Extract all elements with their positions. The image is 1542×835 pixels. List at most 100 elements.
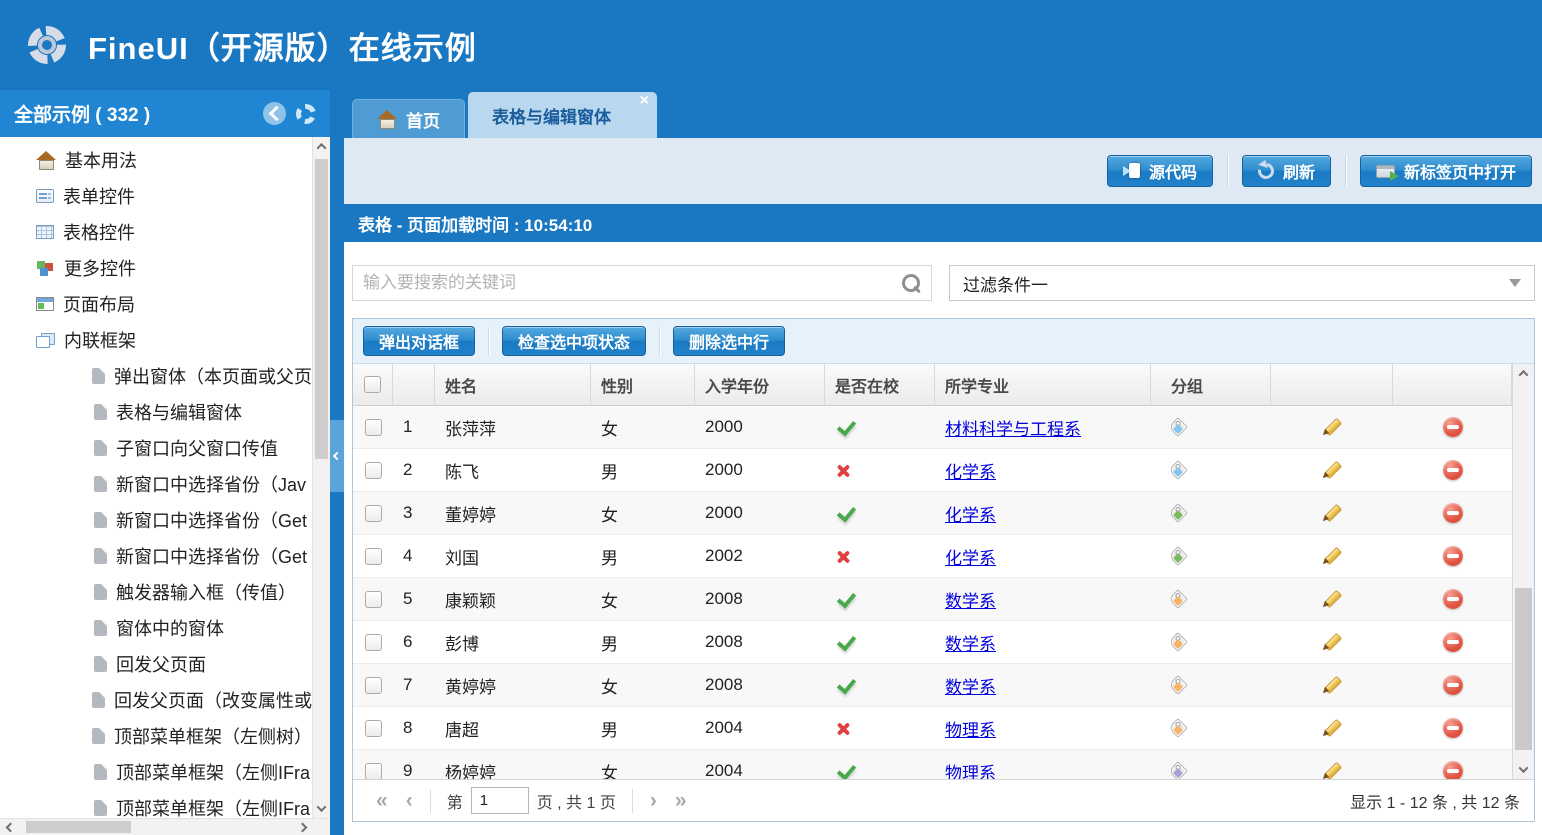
column-header[interactable] <box>353 364 393 405</box>
tree-item[interactable]: 新窗口中选择省份（Get <box>0 502 312 538</box>
column-header[interactable]: 分组 <box>1151 364 1271 405</box>
sidebar-splitter[interactable] <box>330 90 344 835</box>
major-link[interactable]: 材料科学与工程系 <box>945 419 1081 439</box>
scrollbar-thumb[interactable] <box>26 821 131 833</box>
tab[interactable]: 表格与编辑窗体 × <box>468 92 657 138</box>
major-link[interactable]: 化学系 <box>945 462 996 482</box>
edit-pencil-icon[interactable] <box>1321 631 1343 653</box>
next-page-button[interactable]: › <box>649 789 657 812</box>
tree-item[interactable]: 窗体中的窗体 <box>0 610 312 646</box>
tag-icon[interactable] <box>1168 718 1188 738</box>
tag-icon[interactable] <box>1168 589 1188 609</box>
edit-pencil-icon[interactable] <box>1321 545 1343 567</box>
tree-item[interactable]: 内联框架 <box>0 322 312 358</box>
tree-item[interactable]: 顶部菜单框架（左侧IFra <box>0 754 312 790</box>
major-link[interactable]: 数学系 <box>945 591 996 611</box>
delete-row-icon[interactable] <box>1442 761 1463 779</box>
sidebar-settings-gear-icon[interactable] <box>296 103 316 124</box>
tag-icon[interactable] <box>1168 675 1188 695</box>
column-header[interactable]: 是否在校 <box>825 364 935 405</box>
delete-row-icon[interactable] <box>1442 417 1463 437</box>
tree-item[interactable]: 顶部菜单框架（左侧树） <box>0 718 312 754</box>
delete-row-icon[interactable] <box>1442 460 1463 480</box>
tree-item[interactable]: 基本用法 <box>0 142 312 178</box>
row-checkbox[interactable] <box>364 590 382 608</box>
major-link[interactable]: 数学系 <box>945 677 996 697</box>
tree-item[interactable]: 更多控件 <box>0 250 312 286</box>
tag-icon[interactable] <box>1168 761 1188 779</box>
delete-row-icon[interactable] <box>1442 675 1463 695</box>
row-checkbox[interactable] <box>364 504 382 522</box>
tree-item[interactable]: 表格与编辑窗体 <box>0 394 312 430</box>
row-checkbox[interactable] <box>364 461 382 479</box>
delete-row-icon[interactable] <box>1442 632 1463 652</box>
tag-icon[interactable] <box>1168 460 1188 480</box>
edit-pencil-icon[interactable] <box>1321 717 1343 739</box>
tag-icon[interactable] <box>1168 503 1188 523</box>
edit-pencil-icon[interactable] <box>1321 459 1343 481</box>
tab[interactable]: 首页 <box>352 99 465 138</box>
search-input[interactable] <box>363 273 901 293</box>
tree-item[interactable]: 触发器输入框（传值） <box>0 574 312 610</box>
edit-pencil-icon[interactable] <box>1321 416 1343 438</box>
delete-row-icon[interactable] <box>1442 589 1463 609</box>
delete-row-icon[interactable] <box>1442 718 1463 738</box>
scroll-down-icon[interactable] <box>313 799 330 818</box>
scroll-up-icon[interactable] <box>313 137 330 156</box>
delete-row-icon[interactable] <box>1442 503 1463 523</box>
scroll-left-icon[interactable] <box>0 822 20 832</box>
column-header[interactable] <box>1393 364 1512 405</box>
tag-icon[interactable] <box>1168 546 1188 566</box>
tag-icon[interactable] <box>1168 632 1188 652</box>
search-icon[interactable] <box>901 273 921 293</box>
edit-pencil-icon[interactable] <box>1321 760 1343 779</box>
column-header[interactable]: 入学年份 <box>695 364 825 405</box>
major-link[interactable]: 化学系 <box>945 548 996 568</box>
column-header[interactable] <box>1271 364 1393 405</box>
scrollbar-thumb[interactable] <box>315 159 328 459</box>
major-link[interactable]: 物理系 <box>945 720 996 740</box>
tag-icon[interactable] <box>1168 417 1188 437</box>
tree-item[interactable]: 弹出窗体（本页面或父页 <box>0 358 312 394</box>
column-header[interactable] <box>393 364 435 405</box>
row-checkbox[interactable] <box>364 418 382 436</box>
row-checkbox[interactable] <box>364 762 382 779</box>
edit-pencil-icon[interactable] <box>1321 588 1343 610</box>
column-header[interactable]: 性别 <box>591 364 695 405</box>
select-all-checkbox[interactable] <box>364 376 381 393</box>
grid-vertical-scrollbar[interactable] <box>1512 364 1534 779</box>
tree-item[interactable]: 页面布局 <box>0 286 312 322</box>
prev-page-button[interactable]: ‹ <box>405 789 413 812</box>
column-header[interactable]: 所学专业 <box>935 364 1151 405</box>
tree-item[interactable]: 表单控件 <box>0 178 312 214</box>
filter-dropdown[interactable]: 过滤条件一 <box>949 265 1535 301</box>
search-box[interactable] <box>352 265 932 301</box>
row-checkbox[interactable] <box>364 676 382 694</box>
splitter-collapse-handle[interactable] <box>330 420 344 492</box>
toolbar-button[interactable]: 源代码 <box>1106 155 1213 187</box>
scroll-right-icon[interactable] <box>292 822 312 832</box>
last-page-button[interactable]: » <box>674 789 687 812</box>
delete-row-icon[interactable] <box>1442 546 1463 566</box>
first-page-button[interactable]: « <box>376 789 388 812</box>
edit-pencil-icon[interactable] <box>1321 502 1343 524</box>
toolbar-button[interactable]: 刷新 <box>1241 155 1331 187</box>
toolbar-button[interactable]: 新标签页中打开 <box>1359 155 1532 187</box>
tree-item[interactable]: 新窗口中选择省份（Jav <box>0 466 312 502</box>
major-link[interactable]: 化学系 <box>945 505 996 525</box>
tree-item[interactable]: 子窗口向父窗口传值 <box>0 430 312 466</box>
tree-item[interactable]: 新窗口中选择省份（Get <box>0 538 312 574</box>
grid-toolbar-button[interactable]: 弹出对话框 <box>363 326 476 356</box>
row-checkbox[interactable] <box>364 547 382 565</box>
tree-item[interactable]: 表格控件 <box>0 214 312 250</box>
tree-item[interactable]: 回发父页面 <box>0 646 312 682</box>
row-checkbox[interactable] <box>364 719 382 737</box>
grid-toolbar-button[interactable]: 删除选中行 <box>673 326 786 356</box>
grid-toolbar-button[interactable]: 检查选中项状态 <box>502 326 647 356</box>
row-checkbox[interactable] <box>364 633 382 651</box>
column-header[interactable]: 姓名 <box>435 364 591 405</box>
major-link[interactable]: 数学系 <box>945 634 996 654</box>
scroll-up-icon[interactable] <box>1513 364 1534 383</box>
page-number-input[interactable] <box>470 787 529 814</box>
scrollbar-thumb[interactable] <box>1515 588 1532 750</box>
